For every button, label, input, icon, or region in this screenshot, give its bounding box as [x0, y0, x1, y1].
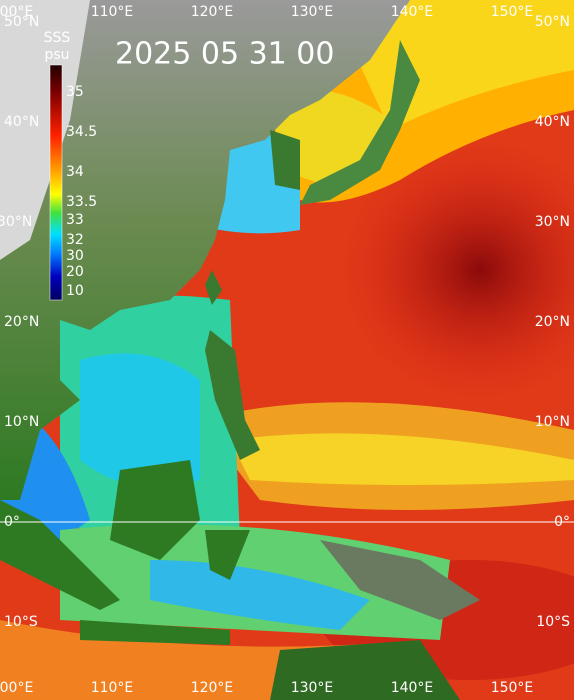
colorbar-label: 34 [66, 164, 84, 180]
lon-label: 100°E [0, 4, 33, 20]
colorbar-label: 33.5 [66, 194, 97, 210]
lat-label: 20°N [535, 314, 570, 330]
colorbar [49, 64, 63, 301]
lat-label: 30°N [535, 214, 570, 230]
lon-label: 120°E [191, 4, 234, 20]
lat-label: 0° [554, 514, 570, 530]
colorbar-label: 10 [66, 283, 84, 299]
lon-label: 130°E [291, 4, 334, 20]
lat-label: 10°S [536, 614, 570, 630]
colorbar-title: SSS [44, 30, 71, 46]
colorbar-label: 34.5 [66, 124, 97, 140]
colorbar-label: 35 [66, 84, 84, 100]
colorbar-label: 33 [66, 212, 84, 228]
lat-label: 20°N [4, 314, 39, 330]
lat-label: 50°N [535, 14, 570, 30]
title: 2025 05 31 00 [115, 37, 334, 72]
lon-label: 130°E [291, 680, 334, 696]
lat-label: 10°N [4, 414, 39, 430]
lon-label: 140°E [391, 680, 434, 696]
lat-label: 10°S [4, 614, 38, 630]
lat-label: 40°N [535, 114, 570, 130]
colorbar-label: 30 [66, 248, 84, 264]
lat-label: 30°N [0, 214, 32, 230]
lon-label: 120°E [191, 680, 234, 696]
lon-label: 150°E [491, 680, 534, 696]
lat-label: 50°N [4, 14, 39, 30]
lat-label: 0° [4, 514, 20, 530]
lat-label: 10°N [535, 414, 570, 430]
lon-label: 140°E [391, 4, 434, 20]
colorbar-label: 32 [66, 232, 84, 248]
colorbar-label: 20 [66, 264, 84, 280]
lon-label: 110°E [91, 4, 134, 20]
lat-label: 40°N [4, 114, 39, 130]
lon-label: 110°E [91, 680, 134, 696]
lon-label: 150°E [491, 4, 534, 20]
lon-label: 100°E [0, 680, 33, 696]
colorbar-unit: psu [44, 47, 69, 63]
